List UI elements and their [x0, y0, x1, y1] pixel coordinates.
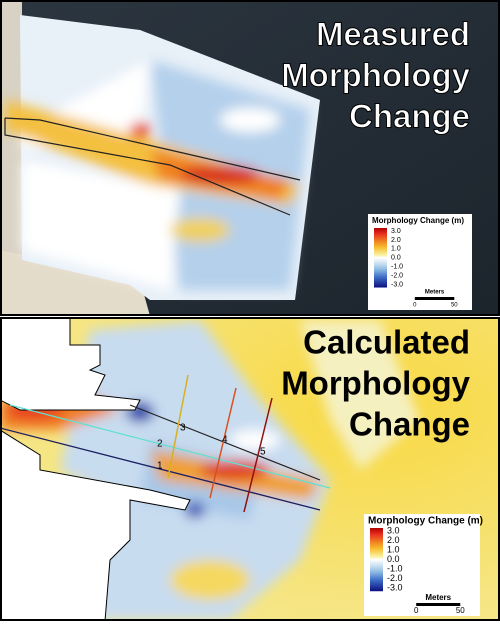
transect-label: 2: [157, 439, 163, 450]
panel-border: [0, 317, 500, 621]
transect-label: 4: [222, 435, 228, 446]
legend-label: -3.0: [387, 583, 403, 593]
legend-label: -2.0: [391, 272, 403, 279]
legend-label: -1.0: [387, 564, 403, 574]
beach: [1, 250, 150, 315]
centerline: [9, 404, 331, 489]
measured-panel: Measured Morphology Change Morphology Ch…: [1, 1, 499, 315]
panel-border: [0, 0, 500, 316]
legend-label: 2.0: [387, 535, 400, 545]
scale-label: 0: [413, 303, 417, 309]
legend-label: -2.0: [387, 573, 403, 583]
scale-title: Meters: [425, 593, 451, 602]
scale-bar: [416, 603, 461, 606]
panel-title: Measured: [316, 16, 470, 53]
legend-label: 0.0: [387, 554, 400, 564]
transect: [243, 397, 273, 513]
scale-label: 50: [451, 303, 458, 309]
legend-label: 1.0: [387, 544, 400, 554]
change-field: [1, 320, 420, 620]
scale-bar: [414, 297, 455, 300]
legend-title: Morphology Change (m): [368, 516, 483, 527]
change-field: [5, 60, 310, 290]
legend-label: -3.0: [391, 281, 403, 288]
panel-title: Morphology: [281, 365, 470, 402]
panel-title: Change: [349, 406, 470, 443]
transect-label: 5: [260, 447, 266, 458]
legend: Morphology Change (m) 3.0 2.0 1.0 0.0 -1.0-2.…: [368, 214, 472, 310]
channel-outline: [4, 118, 291, 216]
color-bar: [370, 528, 383, 592]
legend-box: [364, 514, 480, 616]
calculated-panel: 1 2 3 4 5 Calculated Morphology Change M…: [1, 318, 499, 620]
channel-outline: [1, 427, 321, 511]
panel-title: Change: [349, 98, 470, 135]
land: [1, 1, 22, 315]
transect: [209, 387, 237, 499]
channel-outline: [4, 117, 301, 181]
legend-label: 3.0: [391, 228, 401, 235]
transect: [167, 374, 189, 479]
scale-title: Meters: [425, 290, 445, 296]
legend-title: Morphology Change (m): [372, 216, 464, 225]
scale-label: 0: [414, 606, 419, 615]
land: [1, 318, 141, 411]
legend-label: -1.0: [391, 264, 403, 271]
channel-outline: [129, 404, 321, 481]
legend-label: 1.0: [391, 246, 401, 253]
legend-label: 2.0: [391, 237, 401, 244]
scale-label: 50: [456, 606, 465, 615]
panel-title: Morphology: [281, 57, 470, 94]
land: [1, 430, 191, 620]
transect-label: 1: [157, 461, 163, 472]
color-bar: [374, 228, 387, 288]
transect-label: 3: [180, 423, 186, 434]
legend-label: 3.0: [387, 525, 400, 535]
legend-label: 0.0: [391, 255, 401, 262]
legend: Morphology Change (m)3.02.01.00.0-1.0-2.…: [364, 514, 483, 616]
panel-title: Calculated: [303, 324, 470, 361]
